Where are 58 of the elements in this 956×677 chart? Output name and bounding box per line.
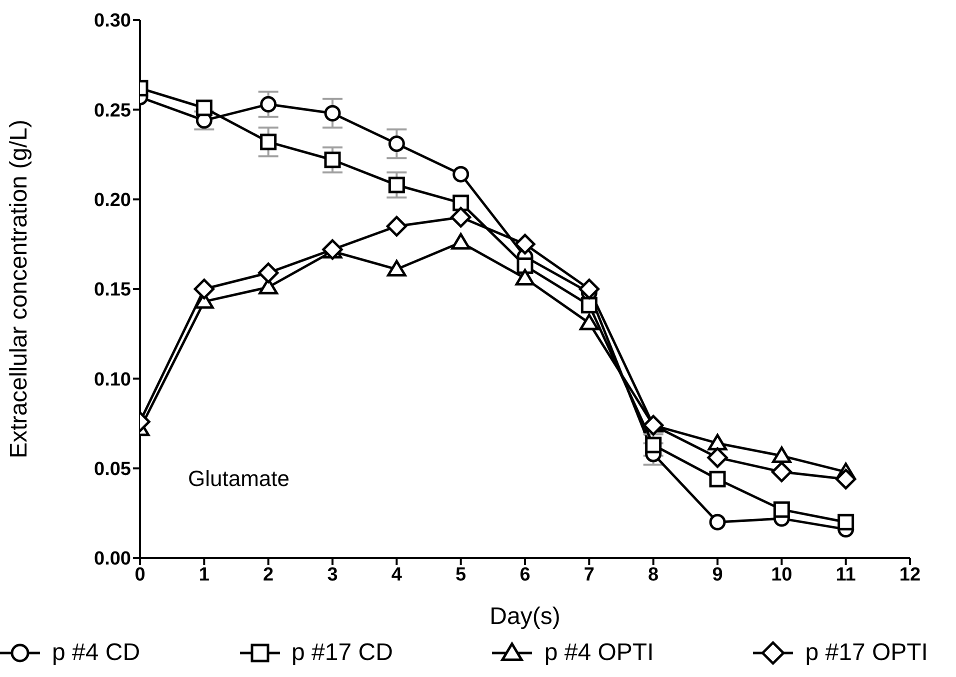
y-tick-label: 0.00 <box>94 548 131 570</box>
point <box>708 434 728 450</box>
point <box>707 447 728 468</box>
y-tick-label: 0.30 <box>94 10 131 32</box>
point <box>324 152 341 168</box>
point <box>452 194 470 212</box>
x-tick-label: 9 <box>712 564 723 586</box>
legend-label: p #4 CD <box>52 639 140 667</box>
point <box>452 166 470 182</box>
x-tick-label: 2 <box>263 564 274 586</box>
point <box>260 134 277 150</box>
point <box>388 135 405 152</box>
y-tick-label: 0.20 <box>94 190 131 212</box>
point <box>258 262 279 284</box>
x-tick-label: 7 <box>584 564 594 586</box>
legend-label: p #4 OPTI <box>544 639 654 667</box>
x-tick-label: 3 <box>327 564 338 586</box>
legend-label: p #17 OPTI <box>805 639 928 667</box>
x-tick-label: 4 <box>391 564 402 586</box>
point <box>451 233 470 250</box>
point <box>578 278 600 300</box>
y-axis-title: Extracellular concentration (g/L) <box>6 120 33 458</box>
point <box>194 278 215 300</box>
point <box>450 206 472 228</box>
point <box>516 257 534 274</box>
x-tick-label: 1 <box>198 564 210 586</box>
point <box>709 470 726 488</box>
point <box>580 314 599 330</box>
point <box>324 105 341 122</box>
x-tick-label: 6 <box>520 564 530 586</box>
point <box>838 514 854 530</box>
point <box>514 234 536 255</box>
point <box>835 468 856 490</box>
y-tick-label: 0.05 <box>94 459 132 480</box>
point <box>196 100 212 116</box>
point <box>388 176 405 194</box>
x-axis-title: Day(s) <box>490 603 560 630</box>
point <box>515 268 535 286</box>
point <box>709 514 726 530</box>
point <box>260 96 277 113</box>
point <box>772 446 792 463</box>
point <box>645 436 662 454</box>
x-tick-label: 8 <box>648 564 659 586</box>
point <box>387 260 406 276</box>
annotation: Glutamate <box>188 466 290 492</box>
x-tick-label: 10 <box>771 564 792 586</box>
point <box>386 216 408 237</box>
x-tick-label: 12 <box>899 564 921 586</box>
x-tick-label: 5 <box>456 564 467 586</box>
y-tick-label: 0.15 <box>94 280 132 301</box>
point <box>773 501 790 518</box>
y-tick-label: 0.25 <box>94 100 132 122</box>
x-tick-label: 11 <box>836 564 856 586</box>
x-tick-label: 0 <box>134 564 146 586</box>
legend-label: p #17 CD <box>292 639 393 667</box>
y-tick-label: 0.10 <box>94 369 131 390</box>
point <box>771 462 792 482</box>
point <box>580 296 598 314</box>
